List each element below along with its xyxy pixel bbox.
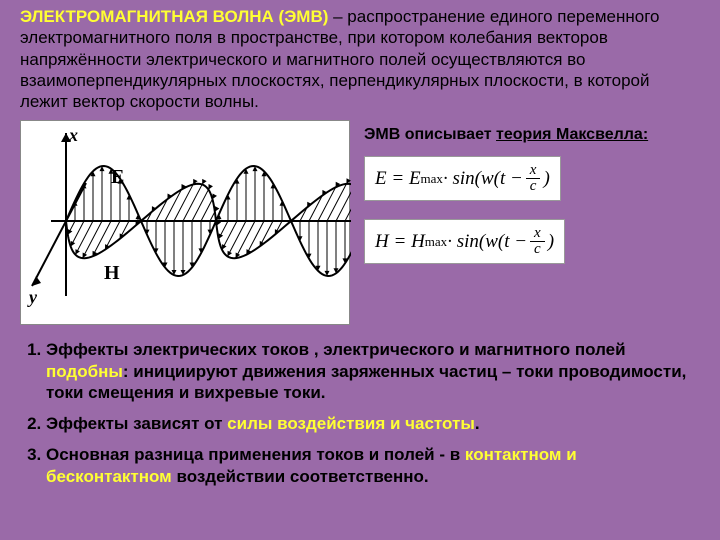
svg-text:y: y [27, 287, 38, 307]
slide: ЭЛЕКТРОМАГНИТНАЯ ВОЛНА (ЭМВ) – распростр… [0, 0, 720, 540]
definition-paragraph: ЭЛЕКТРОМАГНИТНАЯ ВОЛНА (ЭМВ) – распростр… [20, 6, 700, 112]
mid-row: xyzEH ЭМВ описывает теория Максвелла: E … [20, 120, 700, 325]
theory-intro-link: теория Максвелла: [496, 126, 648, 143]
theory-intro: ЭМВ описывает теория Максвелла: [364, 126, 700, 144]
point-3: Основная разница применения токов и поле… [46, 444, 700, 487]
svg-text:E: E [111, 166, 124, 188]
slide-title: ЭЛЕКТРОМАГНИТНАЯ ВОЛНА (ЭМВ) [20, 7, 328, 26]
point-2: Эффекты зависят от силы воздействия и ча… [46, 413, 700, 434]
wave-diagram: xyzEH [20, 120, 350, 325]
point-1: Эффекты электрических токов , электричес… [46, 339, 700, 403]
points-list: Эффекты электрических токов , электричес… [20, 339, 700, 487]
right-column: ЭМВ описывает теория Максвелла: E = Emax… [364, 120, 700, 325]
formula-h: H = Hmax · sin(w(t − xc) [364, 219, 565, 264]
formula-e: E = Emax · sin(w(t − xc) [364, 156, 561, 201]
svg-text:H: H [104, 262, 120, 284]
svg-text:x: x [68, 125, 78, 145]
theory-intro-pre: ЭМВ описывает [364, 126, 496, 143]
